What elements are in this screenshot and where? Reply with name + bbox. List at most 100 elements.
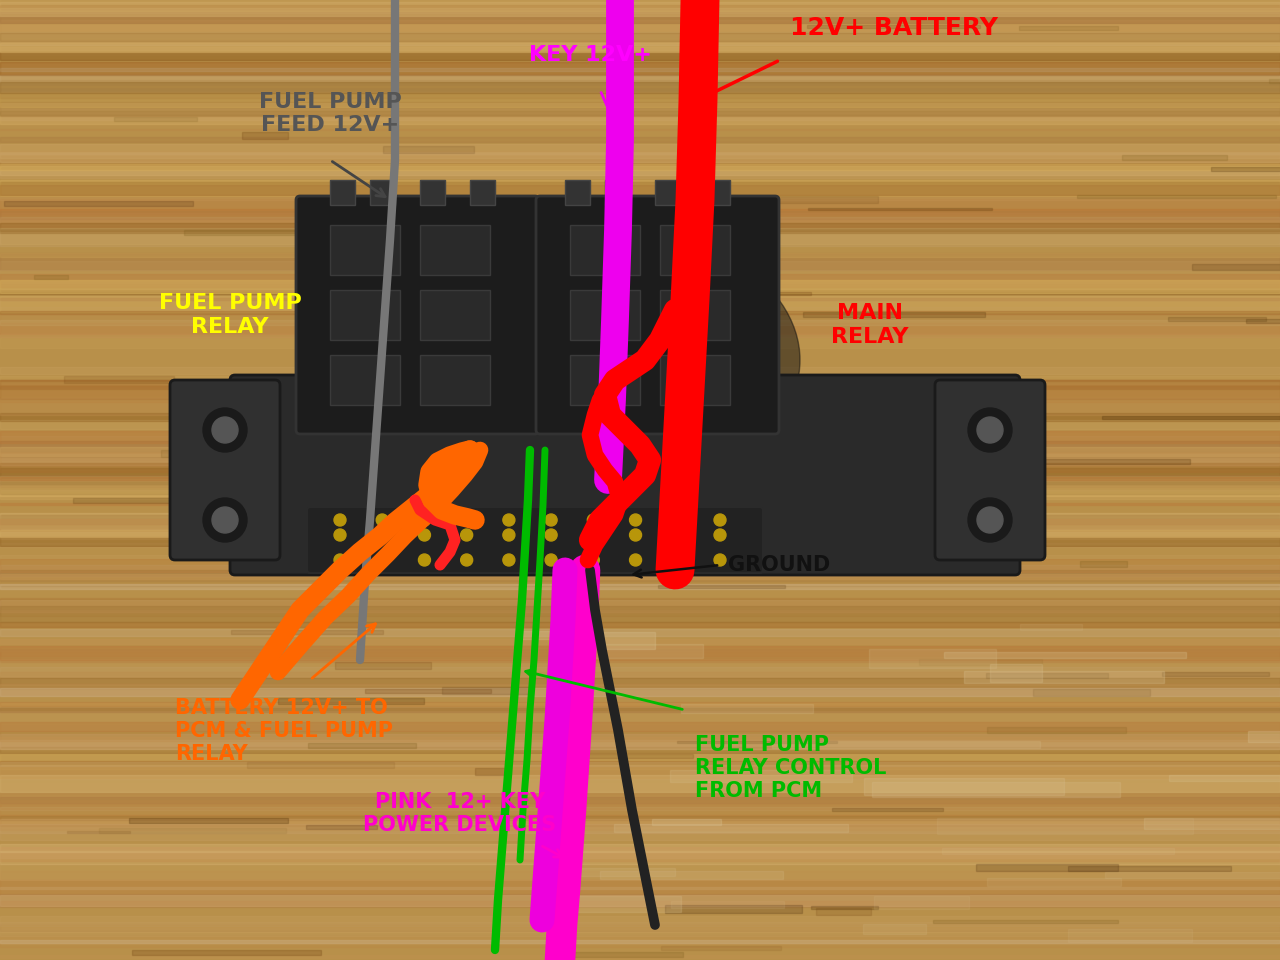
Bar: [0, 577, 1280, 585]
Bar: [470, 180, 495, 205]
Bar: [73, 498, 250, 503]
Bar: [0, 765, 1280, 779]
Bar: [0, 737, 1280, 741]
Bar: [365, 689, 492, 693]
Bar: [0, 707, 1280, 712]
Bar: [1033, 689, 1151, 696]
Bar: [0, 490, 1280, 495]
Text: KEY 12V+: KEY 12V+: [529, 45, 652, 65]
Bar: [0, 228, 1280, 244]
Bar: [298, 387, 453, 395]
Bar: [0, 337, 1280, 348]
Bar: [832, 808, 943, 811]
Bar: [0, 451, 1280, 460]
Bar: [0, 114, 1280, 131]
Bar: [0, 12, 1280, 15]
Bar: [0, 33, 1280, 41]
Bar: [114, 117, 197, 121]
Bar: [68, 830, 131, 833]
Bar: [0, 782, 1280, 796]
Bar: [919, 660, 1042, 664]
FancyBboxPatch shape: [170, 380, 280, 560]
Circle shape: [630, 514, 641, 526]
Text: FUEL PUMP
RELAY: FUEL PUMP RELAY: [159, 294, 301, 337]
Bar: [0, 170, 1280, 175]
Bar: [0, 924, 1280, 930]
Bar: [0, 385, 1280, 402]
Bar: [0, 34, 1280, 45]
Bar: [0, 47, 1280, 50]
Bar: [655, 180, 680, 205]
Bar: [991, 664, 1042, 683]
Bar: [0, 299, 1280, 300]
Bar: [0, 819, 1280, 833]
Bar: [677, 740, 837, 743]
Text: BATTERY 12V+ TO
PCM & FUEL PUMP
RELAY: BATTERY 12V+ TO PCM & FUEL PUMP RELAY: [175, 698, 393, 764]
Bar: [0, 442, 1280, 457]
Bar: [0, 52, 1280, 60]
Bar: [330, 290, 399, 340]
Bar: [420, 290, 490, 340]
Bar: [0, 284, 1280, 295]
Text: FUEL PUMP
RELAY CONTROL
FROM PCM: FUEL PUMP RELAY CONTROL FROM PCM: [695, 735, 886, 802]
Bar: [671, 770, 852, 781]
Bar: [161, 450, 291, 457]
Bar: [0, 297, 1280, 311]
Bar: [0, 797, 1280, 803]
Bar: [1270, 79, 1280, 84]
Bar: [0, 47, 1280, 55]
Bar: [247, 762, 394, 768]
Bar: [0, 20, 1280, 33]
Bar: [306, 825, 376, 828]
Bar: [0, 928, 1280, 936]
FancyBboxPatch shape: [536, 196, 780, 434]
Circle shape: [630, 529, 641, 541]
Bar: [772, 741, 1041, 748]
Circle shape: [630, 554, 641, 566]
Bar: [0, 652, 1280, 657]
Circle shape: [977, 507, 1004, 533]
Bar: [0, 532, 1280, 539]
Bar: [0, 153, 1280, 155]
Bar: [495, 406, 549, 413]
Bar: [0, 639, 1280, 644]
Bar: [0, 761, 1280, 778]
Bar: [0, 280, 1280, 289]
Circle shape: [204, 408, 247, 452]
Bar: [0, 463, 1280, 478]
Bar: [0, 574, 1280, 579]
Bar: [0, 129, 1280, 130]
Bar: [308, 743, 416, 749]
Bar: [330, 180, 355, 205]
Bar: [0, 844, 1280, 852]
Bar: [681, 705, 813, 712]
Bar: [0, 852, 1280, 864]
Bar: [0, 815, 1280, 827]
Bar: [0, 378, 1280, 388]
Bar: [0, 184, 1280, 195]
Bar: [0, 320, 1280, 333]
Circle shape: [212, 507, 238, 533]
Bar: [1123, 155, 1228, 159]
Circle shape: [503, 514, 515, 526]
Circle shape: [714, 554, 726, 566]
Bar: [0, 598, 1280, 609]
Bar: [0, 848, 1280, 858]
Text: PINK  12+ KEY
POWER DEVICES: PINK 12+ KEY POWER DEVICES: [364, 792, 557, 835]
Bar: [0, 436, 1280, 451]
Bar: [660, 225, 730, 275]
Bar: [1193, 264, 1280, 270]
Bar: [0, 17, 1280, 23]
Bar: [0, 151, 1280, 160]
Bar: [0, 825, 1280, 840]
Circle shape: [212, 417, 238, 443]
Bar: [0, 199, 1280, 214]
Bar: [0, 847, 1280, 861]
Bar: [869, 649, 996, 668]
FancyBboxPatch shape: [307, 507, 763, 573]
Bar: [516, 631, 590, 639]
Bar: [0, 450, 1280, 466]
Bar: [0, 270, 1280, 286]
Bar: [1019, 26, 1119, 30]
Bar: [64, 376, 174, 382]
